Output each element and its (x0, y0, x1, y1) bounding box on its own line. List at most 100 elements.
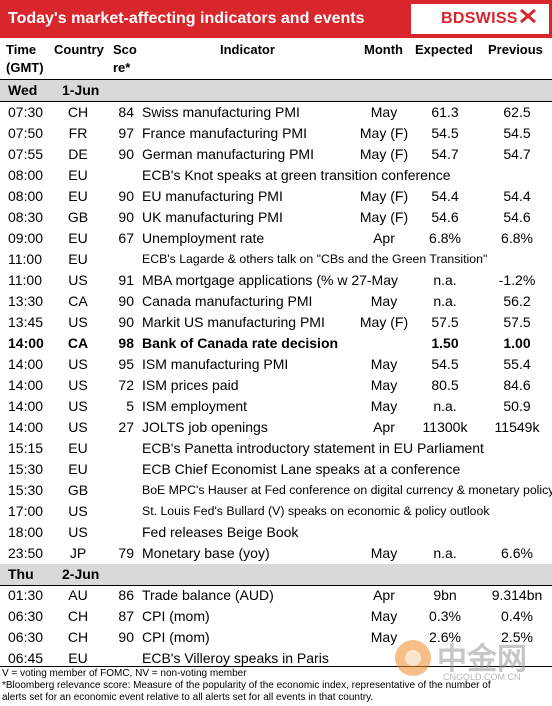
cell-time: 07:30 (8, 104, 44, 120)
table-row: 13:30 CA 90 Canada manufacturing PMI May n.a.… (0, 291, 552, 312)
table-row: 11:00 US 91 MBA mortgage applications (% w … (0, 270, 552, 291)
cell-score: 90 (118, 188, 134, 204)
cell-expected: 1.50 (431, 335, 459, 351)
table-row: 08:00 EU ECB's Knot speaks at green transi… (0, 165, 552, 186)
table-row: 08:30 GB 90 UK manufacturing PMI May (F) 54.6… (0, 207, 552, 228)
cell-indicator: BoE MPC's Hauser at Fed conference on di… (142, 483, 552, 497)
cell-expected: 54.5 (431, 356, 459, 372)
cell-indicator: CPI (mom) (142, 629, 210, 645)
watermark-text: 中金网 (437, 642, 527, 677)
col-score-line2: re* (113, 60, 131, 75)
cell-expected: 9bn (433, 587, 457, 603)
cell-country: CA (68, 293, 88, 309)
cell-score: 98 (118, 335, 134, 351)
cell-indicator: UK manufacturing PMI (142, 209, 283, 225)
cell-indicator: ECB Chief Economist Lane speaks at a con… (142, 461, 461, 477)
cell-country: US (68, 356, 88, 372)
cell-expected: 57.5 (431, 314, 459, 330)
section-day: Thu (8, 566, 34, 582)
cell-indicator: Markit US manufacturing PMI (142, 314, 325, 330)
cell-country: CH (67, 608, 89, 624)
cell-indicator: JOLTS job openings (142, 419, 268, 435)
table-row: 18:00 US Fed releases Beige Book (0, 522, 552, 543)
table-row: 14:00 US 95 ISM manufacturing PMI May 54.5 55.… (0, 354, 552, 375)
cell-time: 11:00 (8, 251, 42, 267)
section-date: 2-Jun (62, 566, 100, 582)
cell-score: 97 (118, 125, 134, 141)
cell-previous: 84.6 (503, 377, 531, 393)
col-country: Country (54, 42, 104, 57)
cell-previous: 1.00 (503, 335, 531, 351)
cell-time: 08:30 (8, 209, 44, 225)
cell-time: 14:00 (8, 377, 44, 393)
cell-indicator: German manufacturing PMI (142, 146, 314, 162)
table-row: 15:30 GB BoE MPC's Hauser at Fed conferenc… (0, 480, 552, 501)
table-row: 09:00 EU 67 Unemployment rate Apr 6.8% 6.8% (0, 228, 552, 249)
cell-time: 17:00 (8, 503, 44, 519)
cell-month: May (370, 104, 398, 120)
table-row: 14:00 CA 98 Bank of Canada rate decision 1.5… (0, 333, 552, 354)
cell-score: 86 (118, 587, 134, 603)
cell-expected: 0.3% (429, 608, 461, 624)
cell-indicator: Swiss manufacturing PMI (142, 104, 300, 120)
cell-indicator: ISM employment (142, 398, 248, 414)
cell-country: EU (68, 167, 88, 183)
cell-country: US (68, 398, 88, 414)
cell-country: GB (67, 209, 89, 225)
cell-time: 06:45 (8, 650, 44, 666)
cell-previous: 62.5 (503, 104, 531, 120)
cell-previous: 54.6 (503, 209, 531, 225)
table-row: 14:00 US 27 JOLTS job openings Apr 11300k 1154… (0, 417, 552, 438)
cell-month: Apr (373, 230, 395, 246)
cell-score: 90 (118, 629, 134, 645)
cell-country: US (68, 524, 88, 540)
cell-expected: 54.7 (431, 146, 459, 162)
cell-expected: 2.6% (429, 629, 461, 645)
cell-score: 90 (118, 293, 134, 309)
cell-time: 15:30 (8, 461, 44, 477)
cell-month: May (370, 545, 398, 561)
cell-month: May (370, 293, 398, 309)
cell-time: 08:00 (8, 167, 44, 183)
cell-indicator: Monetary base (yoy) (142, 545, 270, 561)
cell-previous: 6.8% (501, 230, 533, 246)
cell-month: May (F) (359, 146, 409, 162)
cell-country: EU (68, 188, 88, 204)
table-row: 06:30 CH 90 CPI (mom) May 2.6% 2.5% (0, 627, 552, 648)
cell-country: EU (68, 440, 88, 456)
table-row: 11:00 EU ECB's Lagarde & others talk on "C… (0, 249, 552, 270)
cell-country: EU (68, 461, 88, 477)
cell-time: 07:55 (8, 146, 44, 162)
cell-indicator: ISM prices paid (142, 377, 239, 393)
cell-month: Apr (373, 587, 395, 603)
cell-month: May (F) (359, 314, 409, 330)
footer-note-voting: V = voting member of FOMC, NV = non-voti… (2, 668, 247, 679)
cell-country: DE (68, 146, 88, 162)
cell-month: May (F) (359, 209, 409, 225)
cell-score: 27 (118, 419, 134, 435)
cell-country: FR (68, 125, 88, 141)
col-expected: Expected (415, 42, 473, 57)
section-wed: Wed 1-Jun (0, 80, 552, 102)
cell-indicator: ECB's Knot speaks at green transition co… (142, 167, 451, 183)
cell-indicator: St. Louis Fed's Bullard (V) speaks on ec… (142, 504, 490, 518)
cell-time: 09:00 (8, 230, 44, 246)
table-row: 13:45 US 90 Markit US manufacturing PMI May … (0, 312, 552, 333)
cell-indicator: Canada manufacturing PMI (142, 293, 313, 309)
cell-month: May (F) (359, 125, 409, 141)
cell-time: 23:50 (8, 545, 44, 561)
cell-score: 87 (118, 608, 134, 624)
cell-expected: n.a. (433, 398, 457, 414)
cell-indicator: Bank of Canada rate decision (142, 335, 339, 351)
cell-previous: 2.5% (501, 629, 533, 645)
cell-country: US (68, 503, 88, 519)
cell-previous: 11549k (494, 419, 540, 435)
cell-country: CA (67, 335, 89, 351)
cell-indicator: ISM manufacturing PMI (142, 356, 289, 372)
cell-expected: n.a. (433, 272, 457, 288)
cell-previous: 6.6% (501, 545, 533, 561)
cell-indicator: MBA mortgage applications (% w 27-May (142, 272, 398, 288)
cell-time: 14:00 (8, 398, 44, 414)
cell-previous: 54.5 (503, 125, 531, 141)
cell-indicator: ECB's Villeroy speaks in Paris (142, 650, 329, 666)
